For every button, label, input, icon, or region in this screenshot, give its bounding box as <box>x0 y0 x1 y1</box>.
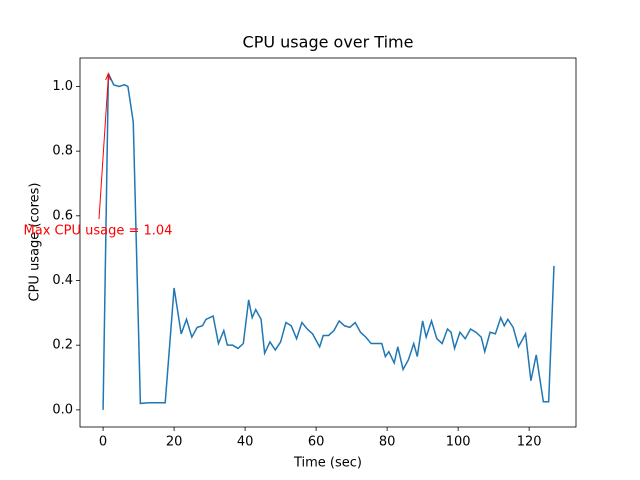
y-tick-label: 0.2 <box>52 338 73 353</box>
x-tick-label: 0 <box>99 435 107 450</box>
x-tick-label: 40 <box>237 435 254 450</box>
annotation-arrow <box>98 75 109 220</box>
y-tick-label: 0.8 <box>52 144 73 159</box>
x-tick-label: 120 <box>517 435 542 450</box>
x-tick-label: 20 <box>166 435 183 450</box>
x-tick-label: 60 <box>308 435 325 450</box>
x-axis-label: Time (sec) <box>293 456 362 471</box>
y-tick-label: 0.6 <box>52 208 73 223</box>
y-tick-label: 1.0 <box>52 79 73 94</box>
plot-frame <box>79 57 577 428</box>
annotation-text: Max CPU usage = 1.04 <box>24 224 173 239</box>
y-axis-label: CPU usage (cores) <box>28 183 43 302</box>
y-tick-label: 0.0 <box>52 402 73 417</box>
data-line <box>102 73 555 410</box>
chart-title: CPU usage over Time <box>243 33 414 52</box>
y-tick-label: 0.4 <box>52 273 73 288</box>
x-tick-label: 80 <box>379 435 396 450</box>
x-tick-label: 100 <box>446 435 471 450</box>
annotation-arrow-head <box>105 72 111 81</box>
